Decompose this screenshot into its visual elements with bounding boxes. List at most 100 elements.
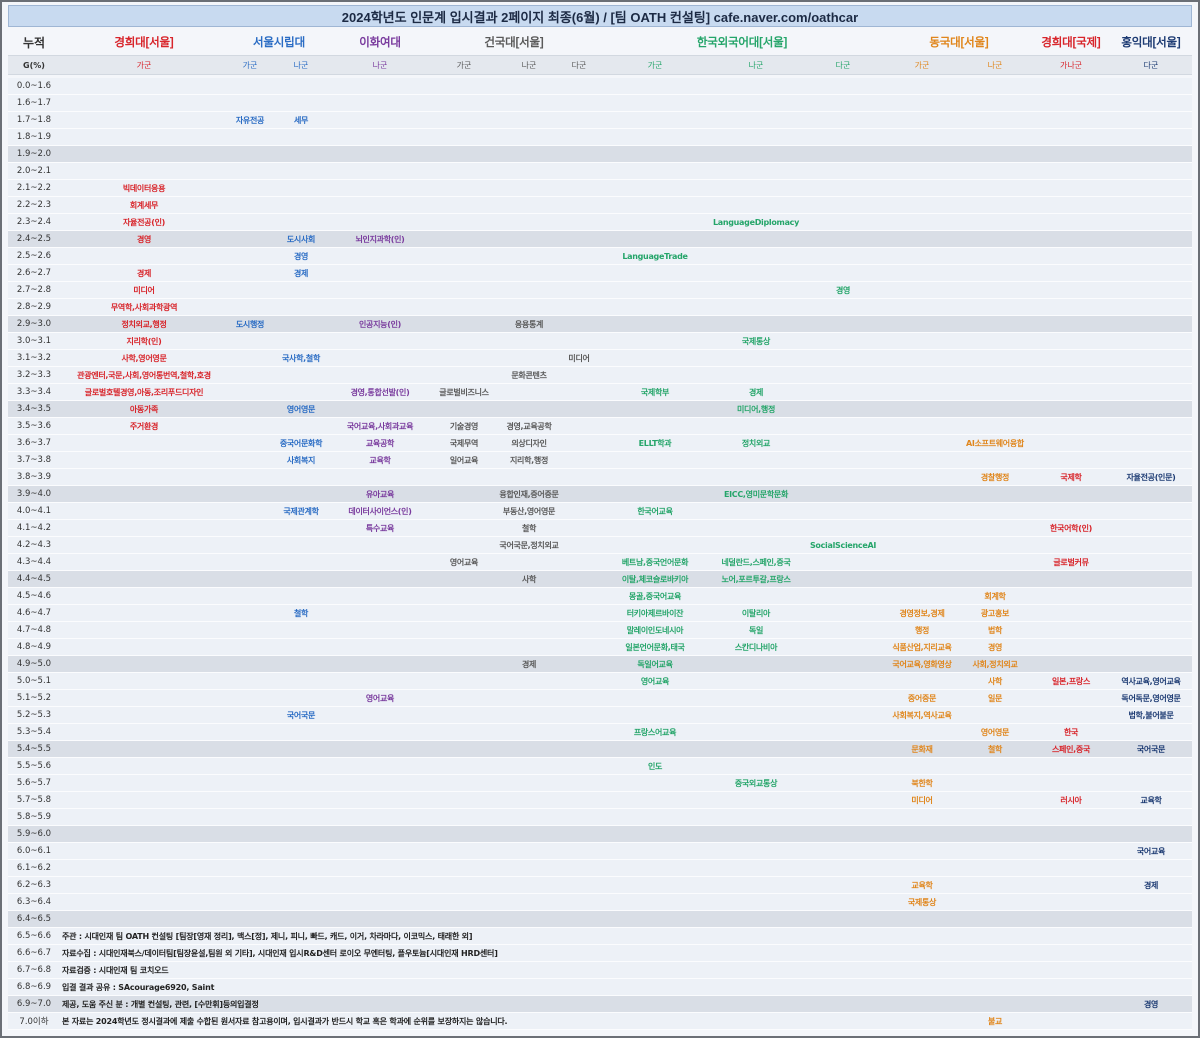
table-cell: 국어교육,사회과교육 <box>346 421 414 431</box>
table-cell: 국어국문,정치외교 <box>499 540 559 550</box>
table-cell: 국제무역 <box>449 438 479 448</box>
range-label: 6.4~6.5 <box>16 914 52 924</box>
table-cell: 국제통상 <box>741 336 771 346</box>
table-cell: 뇌인지과학(인) <box>355 234 405 244</box>
table-row: 5.7~5.8 미디어 러시아 교육학 <box>8 792 1192 809</box>
table-cell: 인공지능(인) <box>358 319 401 329</box>
table-row: 3.2~3.3 관광엔터,국문,사회,영어통번역,철학,호경 문화콘텐츠 <box>8 367 1192 384</box>
table-row: 4.2~4.3 국어국문,정치외교 SocialScienceAI <box>8 537 1192 554</box>
table-cell: 융합인재,중어중문 <box>499 489 559 499</box>
table-cell: 미디어 <box>133 285 155 295</box>
table-row: 3.0~3.1 지리학(인) 국제통상 <box>8 333 1192 350</box>
table-cell: 몽골,중국어교육 <box>628 591 682 601</box>
range-label: 6.7~6.8 <box>16 965 52 975</box>
table-cell: 사학 <box>521 574 537 584</box>
group-header: 나군 <box>987 60 1003 70</box>
table-cell: 영어영문 <box>980 727 1010 737</box>
table-cell: 국제학 <box>1060 472 1082 482</box>
table-row: 6.2~6.3 교육학 경제 <box>8 877 1192 894</box>
table-cell: EICC,영미문학문화 <box>723 489 789 499</box>
university-header: 동국대[서울] <box>929 37 989 49</box>
g-percent-header: G(%) <box>23 60 45 70</box>
page-title: 2024학년도 인문계 입시결과 2페이지 최종(6월) / [팀 OATH 컨… <box>8 5 1192 27</box>
range-label: 3.5~3.6 <box>16 421 52 431</box>
table-cell: 일문 <box>987 693 1003 703</box>
table-cell: 교육학 <box>911 880 933 890</box>
table-cell: 응용통계 <box>514 319 544 329</box>
table-row: 6.9~7.0 제공, 도움 주신 분 : 개별 컨설팅, 관련, [수만휘]등의… <box>8 996 1192 1013</box>
table-row: 3.9~4.0 유아교육 융합인재,중어중문 EICC,영미문학문화 <box>8 486 1192 503</box>
table-row: 6.0~6.1 국어교육 <box>8 843 1192 860</box>
group-header: 다군 <box>1143 60 1159 70</box>
table-row: 4.7~4.8 말레이인도네시아 독일 행정 법학 <box>8 622 1192 639</box>
university-header: 서울시립대 <box>253 37 305 49</box>
table-cell: 경영 <box>1143 999 1159 1009</box>
range-label: 6.1~6.2 <box>16 863 52 873</box>
table-row: 6.7~6.8 자료검증 : 시대인재 팀 코치오드 <box>8 962 1192 979</box>
range-label: 4.9~5.0 <box>16 659 52 669</box>
range-label: 5.3~5.4 <box>16 727 52 737</box>
table-row: 5.9~6.0 <box>8 826 1192 843</box>
table-cell: 관광엔터,국문,사회,영어통번역,철학,호경 <box>77 370 211 380</box>
table-cell: 문화재 <box>911 744 933 754</box>
table-row: 2.4~2.5 경영 도시사회 뇌인지과학(인) <box>8 231 1192 248</box>
table-cell: 중어중문 <box>907 693 937 703</box>
table-cell: 경제 <box>293 268 309 278</box>
range-label: 6.3~6.4 <box>16 897 52 907</box>
table-cell: 아동가족 <box>129 404 159 414</box>
table-cell: 경영,교육공학 <box>506 421 552 431</box>
table-cell: 사회복지,역사교육 <box>892 710 952 720</box>
range-label: 4.1~4.2 <box>16 523 52 533</box>
table-row: 5.5~5.6 인도 <box>8 758 1192 775</box>
table-cell: 경영 <box>136 234 152 244</box>
table-row: 4.3~4.4 영어교육 베트남,중국언어문화 네덜란드,스페인,중국 글로벌커뮤 <box>8 554 1192 571</box>
table-cell: 도시사회 <box>286 234 316 244</box>
table-cell: 한국 <box>1063 727 1079 737</box>
table-cell: 스페인,중국 <box>1051 744 1091 754</box>
range-label: 2.6~2.7 <box>16 268 52 278</box>
table-cell: AI소프트웨어융합 <box>966 438 1024 448</box>
range-label: 6.8~6.9 <box>16 982 52 992</box>
table-cell: 정치외교,행정 <box>121 319 167 329</box>
table-cell: 미디어 <box>568 353 590 363</box>
table-cell: 식품산업,지리교육 <box>892 642 952 652</box>
table-row: 1.9~2.0 <box>8 146 1192 163</box>
table-row: 2.3~2.4 자율전공(인) LanguageDiplomacy <box>8 214 1192 231</box>
footnote: 자료수집 : 시대인재북스/데이터팀[팀장윤설,팀원 외 기타], 시대인재 입… <box>62 948 498 958</box>
table-cell: 특수교육 <box>365 523 395 533</box>
table-cell: 경제 <box>748 387 764 397</box>
table-row: 3.4~3.5 아동가족 영어영문 미디어,행정 <box>8 401 1192 418</box>
range-label: 2.8~2.9 <box>16 302 52 312</box>
range-label: 3.0~3.1 <box>16 336 52 346</box>
table-cell: 도시행정 <box>235 319 265 329</box>
table-row: 5.1~5.2 영어교육 중어중문 일문 독어독문,영어영문 <box>8 690 1192 707</box>
group-header: 나군 <box>372 60 388 70</box>
table-cell: 영어영문 <box>286 404 316 414</box>
range-label: 5.2~5.3 <box>16 710 52 720</box>
table-cell: 한국어학(인) <box>1049 523 1092 533</box>
table-cell: 경제 <box>521 659 537 669</box>
range-label: 3.8~3.9 <box>16 472 52 482</box>
table-cell: 국제통상 <box>907 897 937 907</box>
table-cell: 정치외교 <box>741 438 771 448</box>
table-cell: 회계학 <box>984 591 1006 601</box>
footnote: 주관 : 시대인재 팀 OATH 컨설팅 [팀장[영재 정리], 맥스[정], … <box>62 931 473 941</box>
table-row: 3.5~3.6 주거환경 국어교육,사회과교육 기술경영 경영,교육공학 <box>8 418 1192 435</box>
table-row: 3.7~3.8 사회복지 교육학 일어교육 지리학,행정 <box>8 452 1192 469</box>
table-cell: 경영 <box>293 251 309 261</box>
table-cell: 일본,프랑스 <box>1051 676 1091 686</box>
table-cell: 부동산,영어영문 <box>502 506 556 516</box>
table-cell: 국어교육 <box>1136 846 1166 856</box>
table-cell: 역사교육,영어교육 <box>1121 676 1181 686</box>
table-cell: 무역학,사회과학광역 <box>110 302 178 312</box>
table-row: 4.6~4.7 철학 터키아제르바이잔 이탈리아 경영정보,경제 광고홍보 <box>8 605 1192 622</box>
table-cell: 경영정보,경제 <box>899 608 945 618</box>
table-cell: 중국외교통상 <box>734 778 778 788</box>
table-row: 3.3~3.4 글로벌호텔경영,아동,조리푸드디자인 경영,통합선발(인) 글로벌비즈… <box>8 384 1192 401</box>
table-cell: 법학,불어불문 <box>1128 710 1174 720</box>
table-cell: 국어교육,영화영상 <box>892 659 952 669</box>
range-label: 5.6~5.7 <box>16 778 52 788</box>
range-label: 3.6~3.7 <box>16 438 52 448</box>
table-cell: 스칸디나비아 <box>734 642 778 652</box>
table-row: 5.3~5.4 프랑스어교육 영어영문 한국 <box>8 724 1192 741</box>
